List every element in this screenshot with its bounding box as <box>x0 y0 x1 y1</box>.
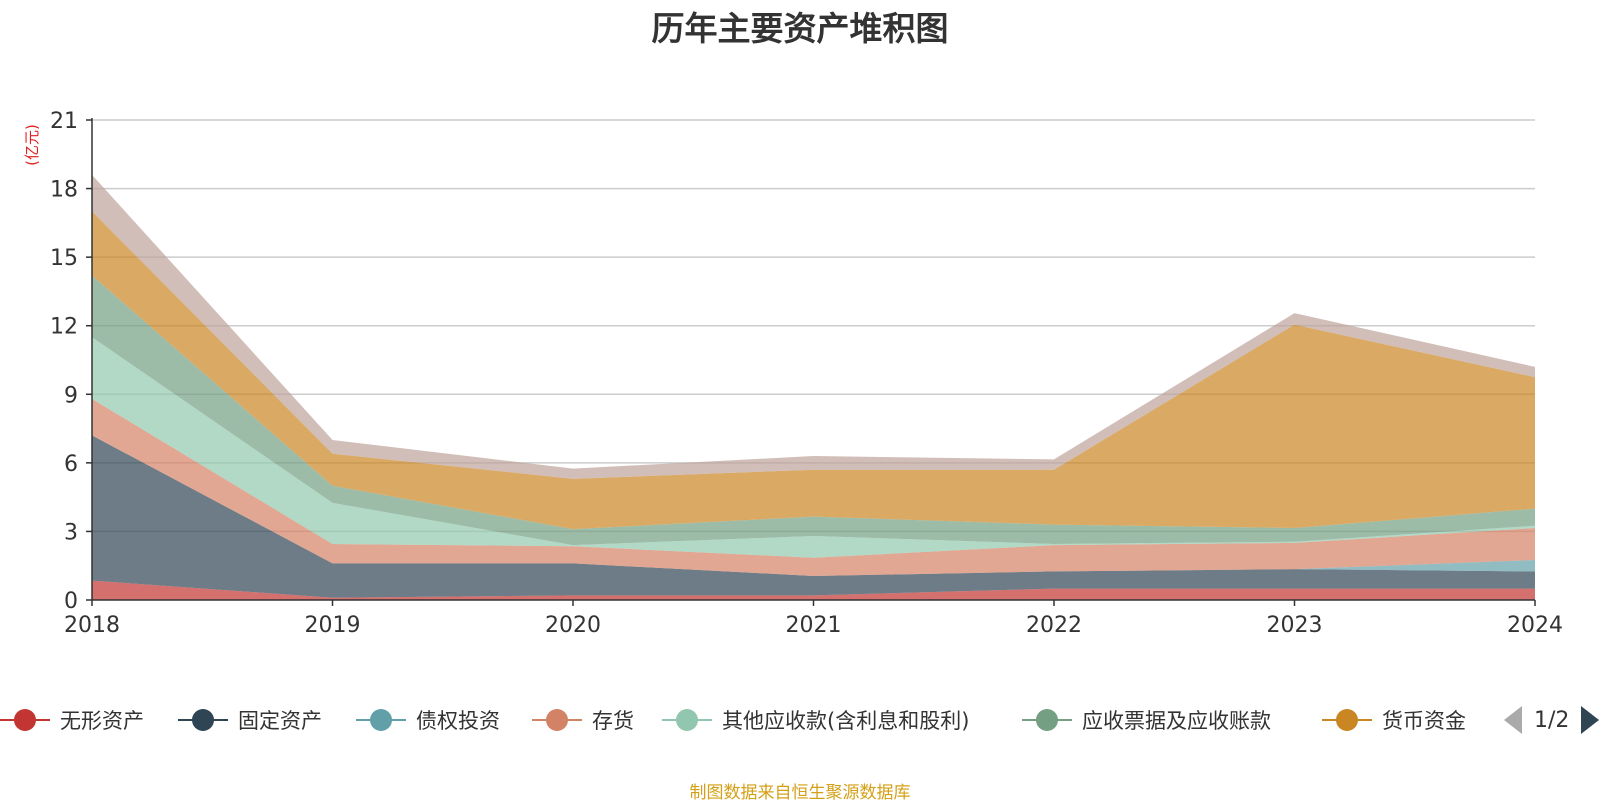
legend-item-2[interactable]: 债权投资 <box>356 700 500 740</box>
legend-prev-page-icon[interactable] <box>1504 706 1522 734</box>
y-tick-label: 21 <box>50 109 78 134</box>
y-tick-label: 15 <box>50 246 78 271</box>
legend-label: 货币资金 <box>1382 709 1466 733</box>
y-tick-label: 9 <box>64 383 78 408</box>
legend-item-4[interactable]: 其他应收款(含利息和股利) <box>662 700 969 740</box>
legend-marker-icon <box>0 700 50 740</box>
chart-title: 历年主要资产堆积图 <box>651 9 949 48</box>
legend-marker-icon <box>1322 700 1372 740</box>
area-series-1[interactable] <box>92 435 1535 598</box>
x-tick-label: 2023 <box>1267 613 1323 638</box>
legend-label: 应收票据及应收账款 <box>1082 709 1271 733</box>
legend-label: 无形资产 <box>60 709 144 733</box>
x-tick-label: 2024 <box>1507 613 1563 638</box>
x-tick-label: 2018 <box>64 613 120 638</box>
legend: 无形资产 固定资产 债权投资 存货 其他应收款(含利息和股利) 应收票据及应收账款 货币资金 <box>0 700 1600 740</box>
area-series-0[interactable] <box>92 580 1535 600</box>
x-tick-label: 2022 <box>1026 613 1082 638</box>
legend-item-0[interactable]: 无形资产 <box>0 700 144 740</box>
source-note: 制图数据来自恒生聚源数据库 <box>689 783 911 803</box>
legend-label: 存货 <box>592 709 634 733</box>
y-tick-label: 18 <box>50 178 78 203</box>
area-series-6[interactable] <box>92 211 1535 530</box>
legend-marker-icon <box>356 700 406 740</box>
legend-label: 债权投资 <box>416 709 500 733</box>
legend-page-indicator: 1/2 <box>1534 707 1570 733</box>
legend-next-page-icon[interactable] <box>1581 706 1600 734</box>
y-axis-unit-label: (亿元) <box>23 124 41 166</box>
legend-marker-icon <box>662 700 712 740</box>
axis-layer: 0 3 6 9 12 15 18 21 2018 2019 2020 2021 2022 2023 2024 <box>50 109 1563 638</box>
legend-marker-icon <box>1022 700 1072 740</box>
y-tick-label: 12 <box>50 315 78 340</box>
legend-label: 固定资产 <box>238 709 322 733</box>
legend-pager: 1/2 <box>1500 700 1600 740</box>
y-tick-label: 6 <box>64 452 78 477</box>
y-tick-label: 3 <box>64 520 78 545</box>
legend-item-1[interactable]: 固定资产 <box>178 700 322 740</box>
x-tick-label: 2020 <box>545 613 601 638</box>
legend-item-3[interactable]: 存货 <box>532 700 634 740</box>
area-series-3[interactable] <box>92 398 1535 576</box>
area-series-4[interactable] <box>92 337 1535 558</box>
legend-label: 其他应收款(含利息和股利) <box>722 709 970 733</box>
legend-item-5[interactable]: 应收票据及应收账款 <box>1022 700 1271 740</box>
x-tick-label: 2021 <box>786 613 842 638</box>
legend-marker-icon <box>532 700 582 740</box>
x-tick-label: 2019 <box>305 613 361 638</box>
legend-item-6[interactable]: 货币资金 <box>1322 700 1466 740</box>
y-tick-label: 0 <box>64 589 78 614</box>
area-layer <box>92 174 1535 600</box>
legend-marker-icon <box>178 700 228 740</box>
